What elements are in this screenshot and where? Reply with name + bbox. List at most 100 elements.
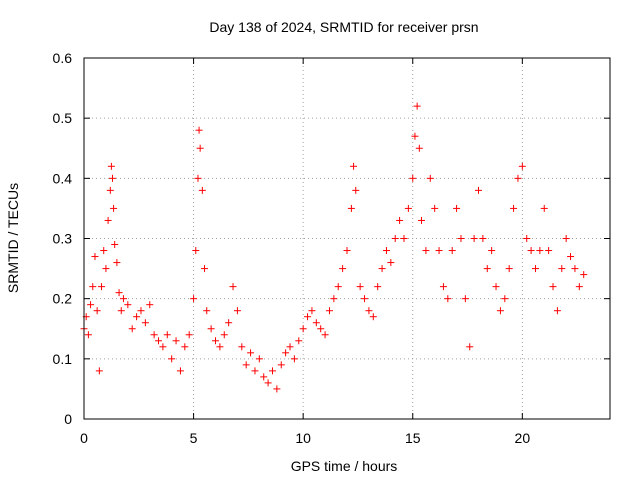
data-point — [453, 204, 461, 212]
data-point — [203, 307, 211, 315]
y-tick-label: 0.4 — [53, 170, 73, 186]
data-point — [268, 367, 276, 375]
data-point — [562, 235, 570, 242]
data-point — [242, 361, 250, 369]
data-point — [172, 337, 180, 345]
data-point — [361, 295, 369, 303]
data-point — [247, 349, 255, 357]
data-point — [479, 235, 487, 242]
x-tick-label: 10 — [295, 430, 311, 446]
data-point — [365, 307, 373, 315]
data-point — [260, 373, 268, 381]
data-point — [457, 235, 465, 242]
data-point — [155, 337, 163, 345]
data-point — [444, 295, 452, 303]
data-point — [334, 283, 342, 291]
y-tick-label: 0 — [64, 411, 72, 427]
data-point — [159, 343, 167, 351]
data-point — [461, 295, 469, 303]
data-point — [553, 307, 561, 315]
data-point — [374, 283, 382, 291]
data-point — [290, 355, 298, 363]
data-point — [84, 331, 92, 339]
data-point — [133, 313, 141, 321]
data-point — [413, 102, 421, 110]
data-point — [146, 301, 154, 309]
data-point — [404, 204, 412, 212]
data-point — [415, 144, 423, 152]
data-point — [104, 216, 112, 224]
data-point — [431, 204, 439, 212]
data-point — [347, 204, 355, 212]
grid-lines — [84, 58, 610, 419]
data-point — [194, 174, 202, 182]
data-point — [108, 174, 116, 182]
data-point — [312, 319, 320, 327]
data-point — [426, 174, 434, 182]
data-point — [264, 379, 272, 387]
data-point — [339, 265, 347, 273]
data-point — [207, 325, 215, 333]
data-point — [185, 331, 193, 339]
data-point — [220, 331, 228, 339]
data-point — [113, 259, 121, 267]
data-point — [325, 307, 333, 315]
data-point — [378, 265, 386, 273]
data-point — [229, 283, 237, 291]
data-point — [93, 307, 101, 315]
data-point — [387, 259, 395, 267]
data-point — [488, 247, 496, 255]
data-point — [411, 132, 419, 140]
data-point — [304, 313, 312, 321]
data-point — [356, 283, 364, 291]
data-point — [549, 283, 557, 291]
data-point — [567, 253, 575, 261]
data-point — [496, 307, 504, 315]
data-point — [352, 186, 360, 194]
data-point — [238, 343, 246, 351]
data-point — [163, 331, 171, 339]
data-point — [536, 247, 544, 255]
data-point — [299, 325, 307, 333]
x-tick-label: 15 — [405, 430, 421, 446]
data-point — [400, 235, 408, 242]
data-points — [80, 102, 588, 393]
data-point — [100, 247, 108, 255]
data-point — [176, 367, 184, 375]
data-point — [540, 204, 548, 212]
data-point — [201, 265, 209, 273]
data-point — [286, 343, 294, 351]
data-point — [107, 162, 115, 170]
data-point — [119, 295, 127, 303]
data-point — [106, 186, 114, 194]
data-point — [409, 174, 417, 182]
data-point — [95, 367, 103, 375]
data-point — [91, 253, 99, 261]
data-point — [439, 283, 447, 291]
x-tick-label: 20 — [515, 430, 531, 446]
axis-ticks — [83, 57, 610, 420]
data-point — [216, 343, 224, 351]
data-point — [505, 265, 513, 273]
data-point — [277, 361, 285, 369]
data-point — [422, 247, 430, 255]
data-point — [527, 247, 535, 255]
data-point — [102, 265, 110, 273]
data-point — [195, 126, 203, 134]
data-point — [518, 162, 526, 170]
data-point — [124, 301, 132, 309]
data-point — [580, 271, 588, 279]
data-point — [448, 247, 456, 255]
y-tick-label: 0.6 — [53, 50, 73, 66]
data-point — [295, 337, 303, 345]
data-point — [128, 325, 136, 333]
data-point — [545, 247, 553, 255]
data-point — [382, 247, 390, 255]
data-point — [308, 307, 316, 315]
data-point — [212, 337, 219, 345]
data-point — [141, 319, 149, 327]
data-point — [181, 343, 189, 351]
data-point — [369, 313, 377, 321]
data-point — [190, 295, 198, 303]
